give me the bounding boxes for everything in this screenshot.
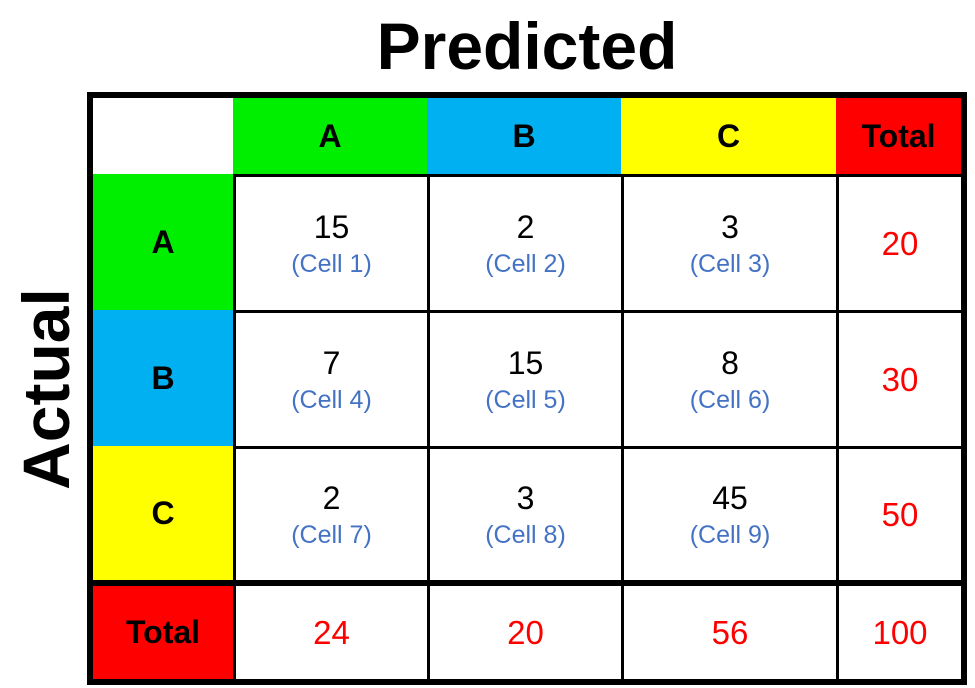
cell-value: 2 bbox=[322, 479, 341, 516]
cell-label: (Cell 3) bbox=[689, 249, 771, 278]
matrix-cell-1: 15 (Cell 1) bbox=[233, 174, 427, 310]
row-total-a: 20 bbox=[836, 174, 961, 310]
matrix-cell-5: 15 (Cell 5) bbox=[427, 310, 621, 446]
row-header-b: B bbox=[93, 310, 233, 446]
cell-value: 3 bbox=[721, 208, 739, 245]
row-total-b: 30 bbox=[836, 310, 961, 446]
matrix-cell-9: 45 (Cell 9) bbox=[621, 446, 836, 580]
matrix-cell-6: 8 (Cell 6) bbox=[621, 310, 836, 446]
cell-label: (Cell 4) bbox=[291, 385, 372, 414]
column-total-b: 20 bbox=[427, 580, 621, 679]
cell-label: (Cell 9) bbox=[689, 520, 771, 549]
actual-axis-title-container: Actual bbox=[6, 93, 86, 685]
cell-label: (Cell 2) bbox=[485, 249, 566, 278]
cell-value: 2 bbox=[516, 208, 535, 245]
cell-value: 15 bbox=[313, 208, 350, 245]
cell-label: (Cell 6) bbox=[689, 385, 771, 414]
cell-value: 15 bbox=[507, 344, 544, 381]
matrix-cell-7: 2 (Cell 7) bbox=[233, 446, 427, 580]
column-total-c: 56 bbox=[621, 580, 836, 679]
row-header-total: Total bbox=[93, 580, 233, 679]
cell-label: (Cell 5) bbox=[485, 385, 566, 414]
confusion-matrix: A B C Total A 15 (Cell 1) 2 (Cell 2) 3 (… bbox=[87, 92, 967, 685]
cell-label: (Cell 8) bbox=[485, 520, 566, 549]
column-header-b: B bbox=[427, 98, 621, 174]
row-total-c: 50 bbox=[836, 446, 961, 580]
column-total-a: 24 bbox=[233, 580, 427, 679]
corner-cell bbox=[93, 98, 233, 174]
actual-axis-title: Actual bbox=[9, 288, 83, 490]
row-header-a: A bbox=[93, 174, 233, 310]
cell-value: 7 bbox=[322, 344, 341, 381]
cell-value: 8 bbox=[721, 344, 739, 381]
column-header-c: C bbox=[621, 98, 836, 174]
matrix-cell-4: 7 (Cell 4) bbox=[233, 310, 427, 446]
column-header-total: Total bbox=[836, 98, 961, 174]
matrix-cell-2: 2 (Cell 2) bbox=[427, 174, 621, 310]
cell-value: 45 bbox=[712, 479, 748, 516]
grand-total: 100 bbox=[836, 580, 961, 679]
matrix-cell-3: 3 (Cell 3) bbox=[621, 174, 836, 310]
cell-label: (Cell 1) bbox=[291, 249, 372, 278]
matrix-cell-8: 3 (Cell 8) bbox=[427, 446, 621, 580]
column-header-a: A bbox=[233, 98, 427, 174]
cell-value: 3 bbox=[516, 479, 535, 516]
predicted-axis-title: Predicted bbox=[376, 9, 678, 83]
row-header-c: C bbox=[93, 446, 233, 580]
cell-label: (Cell 7) bbox=[291, 520, 372, 549]
